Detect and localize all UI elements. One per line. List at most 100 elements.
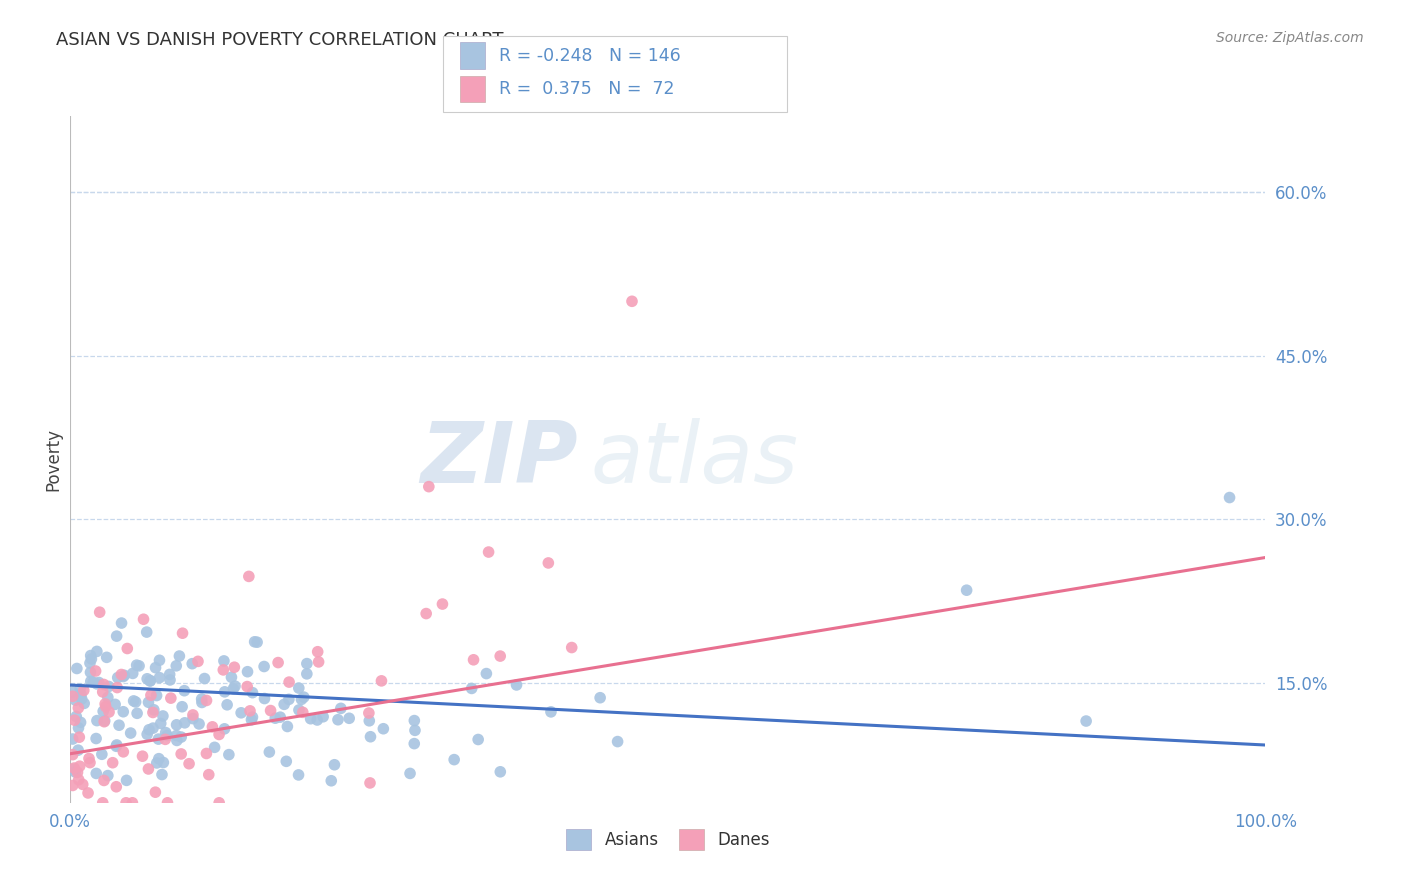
Point <box>188 717 211 731</box>
Point <box>212 663 235 677</box>
Text: ASIAN VS DANISH POVERTY CORRELATION CHART: ASIAN VS DANISH POVERTY CORRELATION CHAR… <box>56 31 503 49</box>
Point <box>295 657 318 671</box>
Text: Source: ZipAtlas.com: Source: ZipAtlas.com <box>1216 31 1364 45</box>
Point <box>146 756 169 770</box>
Point <box>90 747 112 762</box>
Point <box>139 688 162 702</box>
Point <box>359 714 381 728</box>
Point <box>172 699 194 714</box>
Point <box>93 773 115 788</box>
Point <box>165 729 187 743</box>
Point <box>222 681 245 696</box>
Point <box>63 713 86 727</box>
Point <box>84 664 107 678</box>
Point <box>69 681 91 696</box>
Point <box>67 730 90 744</box>
Point <box>62 779 84 793</box>
Point <box>136 727 159 741</box>
Y-axis label: Poverty: Poverty <box>44 428 62 491</box>
Point <box>98 705 121 719</box>
Point <box>287 768 309 782</box>
Point <box>267 656 290 670</box>
Point <box>173 683 195 698</box>
Point <box>72 777 94 791</box>
Point <box>276 719 298 733</box>
Point <box>70 688 93 702</box>
Point <box>166 733 188 747</box>
Point <box>97 680 120 694</box>
Point <box>79 648 101 663</box>
Point <box>84 731 107 746</box>
Point <box>149 716 172 731</box>
Point <box>105 739 128 754</box>
Point <box>195 693 218 707</box>
Point <box>190 692 212 706</box>
Point <box>96 650 118 665</box>
Point <box>110 667 132 681</box>
Point <box>197 767 219 781</box>
Point <box>460 681 482 696</box>
Point <box>101 756 124 770</box>
Point <box>273 698 295 712</box>
Point <box>259 704 281 718</box>
Point <box>326 713 349 727</box>
Point <box>561 640 583 655</box>
Point <box>112 668 135 682</box>
Point <box>292 690 315 705</box>
Point <box>295 666 318 681</box>
Point <box>243 635 266 649</box>
Point <box>537 556 560 570</box>
Point <box>236 680 259 694</box>
Point <box>291 706 314 720</box>
Point <box>217 698 239 712</box>
Point <box>221 670 243 684</box>
Text: atlas: atlas <box>591 417 799 501</box>
Point <box>86 677 108 691</box>
Point <box>489 649 512 664</box>
Point <box>418 480 440 494</box>
Point <box>214 685 236 699</box>
Point <box>77 786 100 800</box>
Point <box>73 683 96 698</box>
Point <box>239 704 262 718</box>
Point <box>105 629 128 643</box>
Point <box>187 654 209 668</box>
Point <box>117 641 139 656</box>
Point <box>173 715 195 730</box>
Point <box>69 759 91 773</box>
Point <box>145 661 167 675</box>
Point <box>299 712 322 726</box>
Point <box>242 686 264 700</box>
Point <box>357 706 380 720</box>
Point <box>139 673 162 688</box>
Point <box>269 710 291 724</box>
Text: R = -0.248   N = 146: R = -0.248 N = 146 <box>499 46 681 64</box>
Point <box>115 773 138 788</box>
Point <box>89 605 111 619</box>
Point <box>67 743 90 757</box>
Point <box>170 747 193 761</box>
Point <box>191 696 214 710</box>
Point <box>142 721 165 735</box>
Point <box>166 718 188 732</box>
Point <box>97 690 120 705</box>
Point <box>152 709 174 723</box>
Point <box>148 653 170 667</box>
Point <box>136 672 159 686</box>
Point <box>145 785 167 799</box>
Point <box>110 615 132 630</box>
Point <box>125 658 148 673</box>
Point <box>127 706 149 721</box>
Point <box>181 708 204 723</box>
Point <box>121 796 143 810</box>
Point <box>121 666 143 681</box>
Point <box>105 738 128 752</box>
Point <box>159 667 181 681</box>
Point <box>337 711 360 725</box>
Point <box>128 659 150 673</box>
Point <box>177 756 200 771</box>
Point <box>150 767 173 781</box>
Point <box>373 722 395 736</box>
Point <box>204 740 226 755</box>
Point <box>1218 491 1241 505</box>
